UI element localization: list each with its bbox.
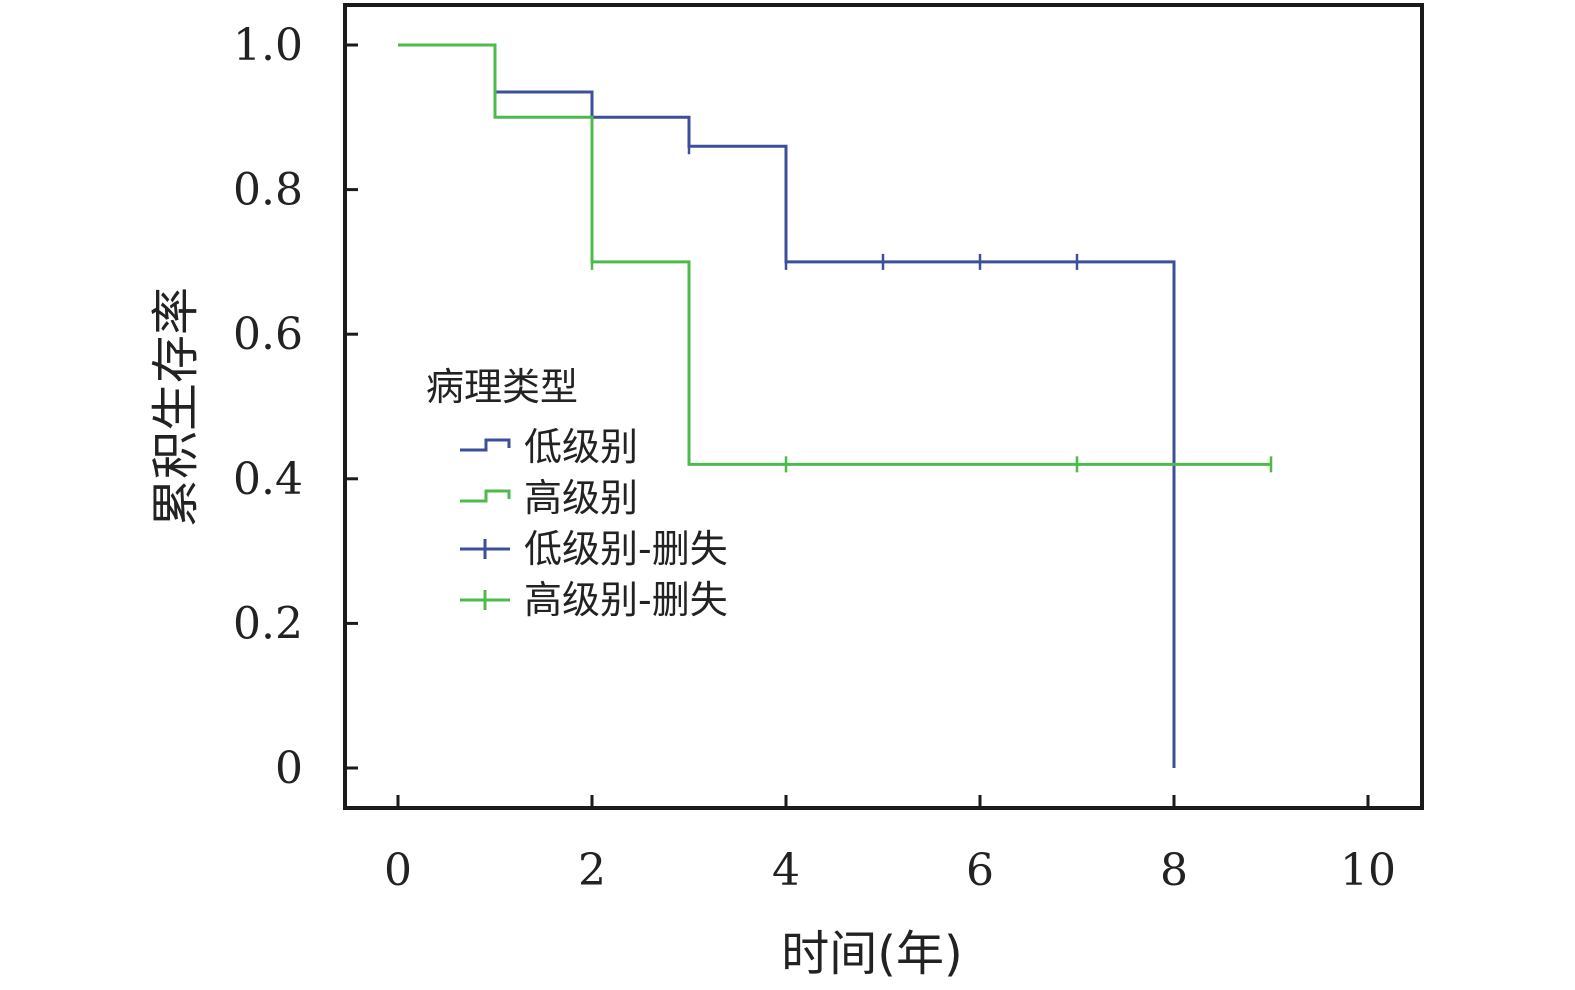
x-tick-label: 0 [384,845,412,896]
series-layer [398,43,1273,768]
x-tick-label: 6 [966,845,994,896]
y-tick-label: 0.6 [233,309,303,360]
y-tick-label: 0.8 [233,165,303,216]
legend-step-swatch [460,438,511,452]
y-tick-label: 1.0 [233,20,303,71]
legend-entry: 低级别-删失 [460,527,728,571]
legend-label: 高级别-删失 [524,578,728,622]
legend-label: 高级别 [524,476,638,520]
x-tick-label: 2 [578,845,606,896]
x-tick-label: 10 [1340,845,1396,896]
axis-ticks: 0 2 4 6 8 10 0 0.2 0.4 0.6 0.8 1.0 [233,20,1396,896]
y-tick-label: 0.4 [233,454,303,505]
x-tick-label: 4 [772,845,800,896]
legend-label: 低级别-删失 [524,527,728,571]
legend-entry: 低级别 [460,425,638,469]
plot-frame [343,3,1424,810]
legend-label: 低级别 [524,425,638,469]
series-line-high-grade [398,43,1271,466]
x-axis-title: 时间(年) [781,926,962,982]
y-tick-label: 0 [275,743,303,794]
y-axis-title: 累积生存率 [148,287,204,527]
x-tick-label: 8 [1160,845,1188,896]
y-tick-label: 0.2 [233,598,303,649]
legend-entry: 高级别 [460,476,638,520]
legend-entry: 高级别-删失 [460,578,728,622]
legend-step-swatch [460,489,511,503]
legend-title: 病理类型 [426,365,578,409]
